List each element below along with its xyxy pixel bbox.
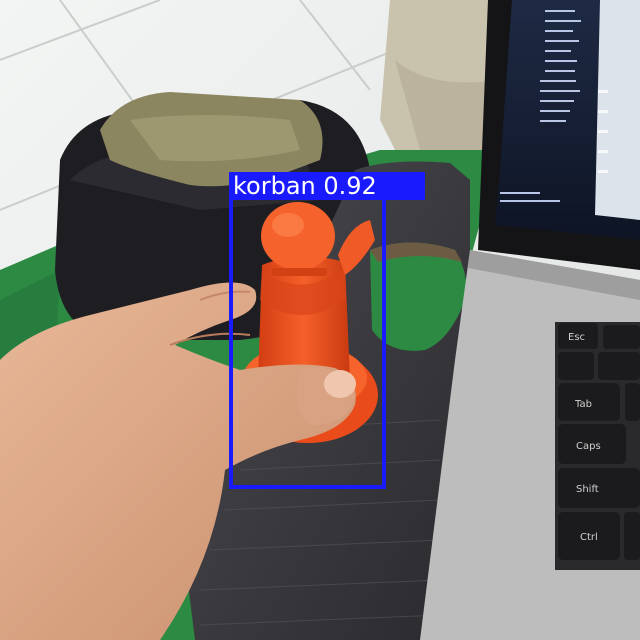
key-legends: Esc Tab Caps Shift Ctrl [568, 332, 601, 543]
svg-text:Ctrl: Ctrl [580, 532, 598, 543]
laptop-keyboard [555, 322, 640, 570]
svg-text:Esc: Esc [568, 332, 585, 343]
key-tab [558, 383, 620, 421]
board-cutout [370, 242, 467, 351]
hand [0, 282, 356, 640]
svg-text:Tab: Tab [574, 399, 592, 410]
key-ctrl [558, 512, 620, 560]
key-shift [558, 468, 640, 508]
svg-text:Caps: Caps [576, 441, 601, 452]
key-caps [558, 424, 626, 464]
screen-file-list [500, 10, 581, 202]
key-esc [558, 323, 598, 349]
detection-class: korban [233, 172, 316, 200]
detection-label: korban 0.92 [229, 172, 425, 200]
detection-label-bg [229, 172, 425, 200]
svg-text:Shift: Shift [576, 484, 599, 495]
detection-confidence: 0.92 [323, 172, 377, 200]
